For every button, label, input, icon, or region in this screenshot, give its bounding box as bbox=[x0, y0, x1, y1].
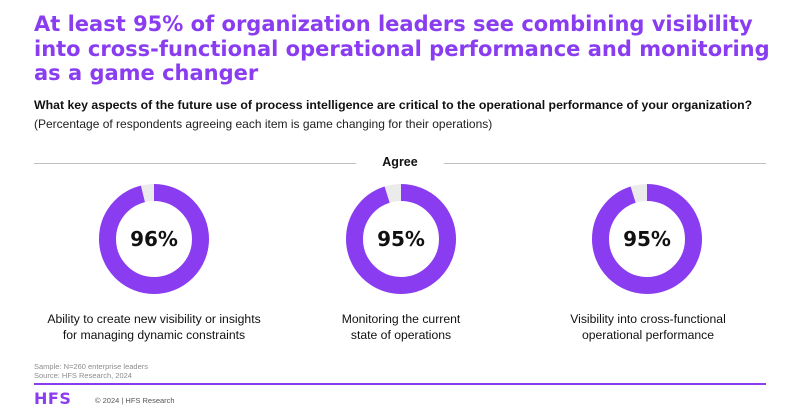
category-label-2: Monitoring the current state of operatio… bbox=[271, 311, 531, 343]
category-label-1-line-1: Ability to create new visibility or insi… bbox=[47, 312, 261, 326]
agree-divider-left bbox=[34, 163, 356, 164]
survey-subquestion: (Percentage of respondents agreeing each… bbox=[34, 117, 493, 131]
category-label-2-line-1: Monitoring the current bbox=[341, 312, 461, 326]
headline: At least 95% of organization leaders see… bbox=[34, 12, 770, 85]
category-label-3-line-1: Visibility into cross-functional bbox=[570, 312, 726, 326]
footer-rule bbox=[34, 383, 766, 385]
category-label-1-line-2: for managing dynamic constraints bbox=[62, 328, 246, 342]
agree-divider-right bbox=[444, 163, 766, 164]
category-label-2-line-2: state of operations bbox=[350, 328, 452, 342]
category-label-1: Ability to create new visibility or insi… bbox=[24, 311, 284, 343]
donut-percent-label-1: 96% bbox=[130, 227, 178, 251]
category-label-3: Visibility into cross-functional operati… bbox=[518, 311, 778, 343]
hfs-logo: HFS bbox=[34, 389, 72, 408]
survey-question: What key aspects of the future use of pr… bbox=[34, 98, 753, 112]
donut-percent-label-3: 95% bbox=[623, 227, 671, 251]
donut-percent-label-2: 95% bbox=[377, 227, 425, 251]
donut-value-arc-1 bbox=[99, 184, 209, 294]
source-note: Source: HFS Research, 2024 bbox=[34, 371, 132, 380]
agree-label: Agree bbox=[382, 155, 418, 169]
category-label-3-line-2: operational performance bbox=[581, 328, 715, 342]
donut-value-arc-2 bbox=[346, 184, 456, 294]
donut-value-arc-3 bbox=[592, 184, 702, 294]
copyright: © 2024 | HFS Research bbox=[95, 396, 175, 405]
sample-note: Sample: N=260 enterprise leaders bbox=[34, 362, 149, 371]
